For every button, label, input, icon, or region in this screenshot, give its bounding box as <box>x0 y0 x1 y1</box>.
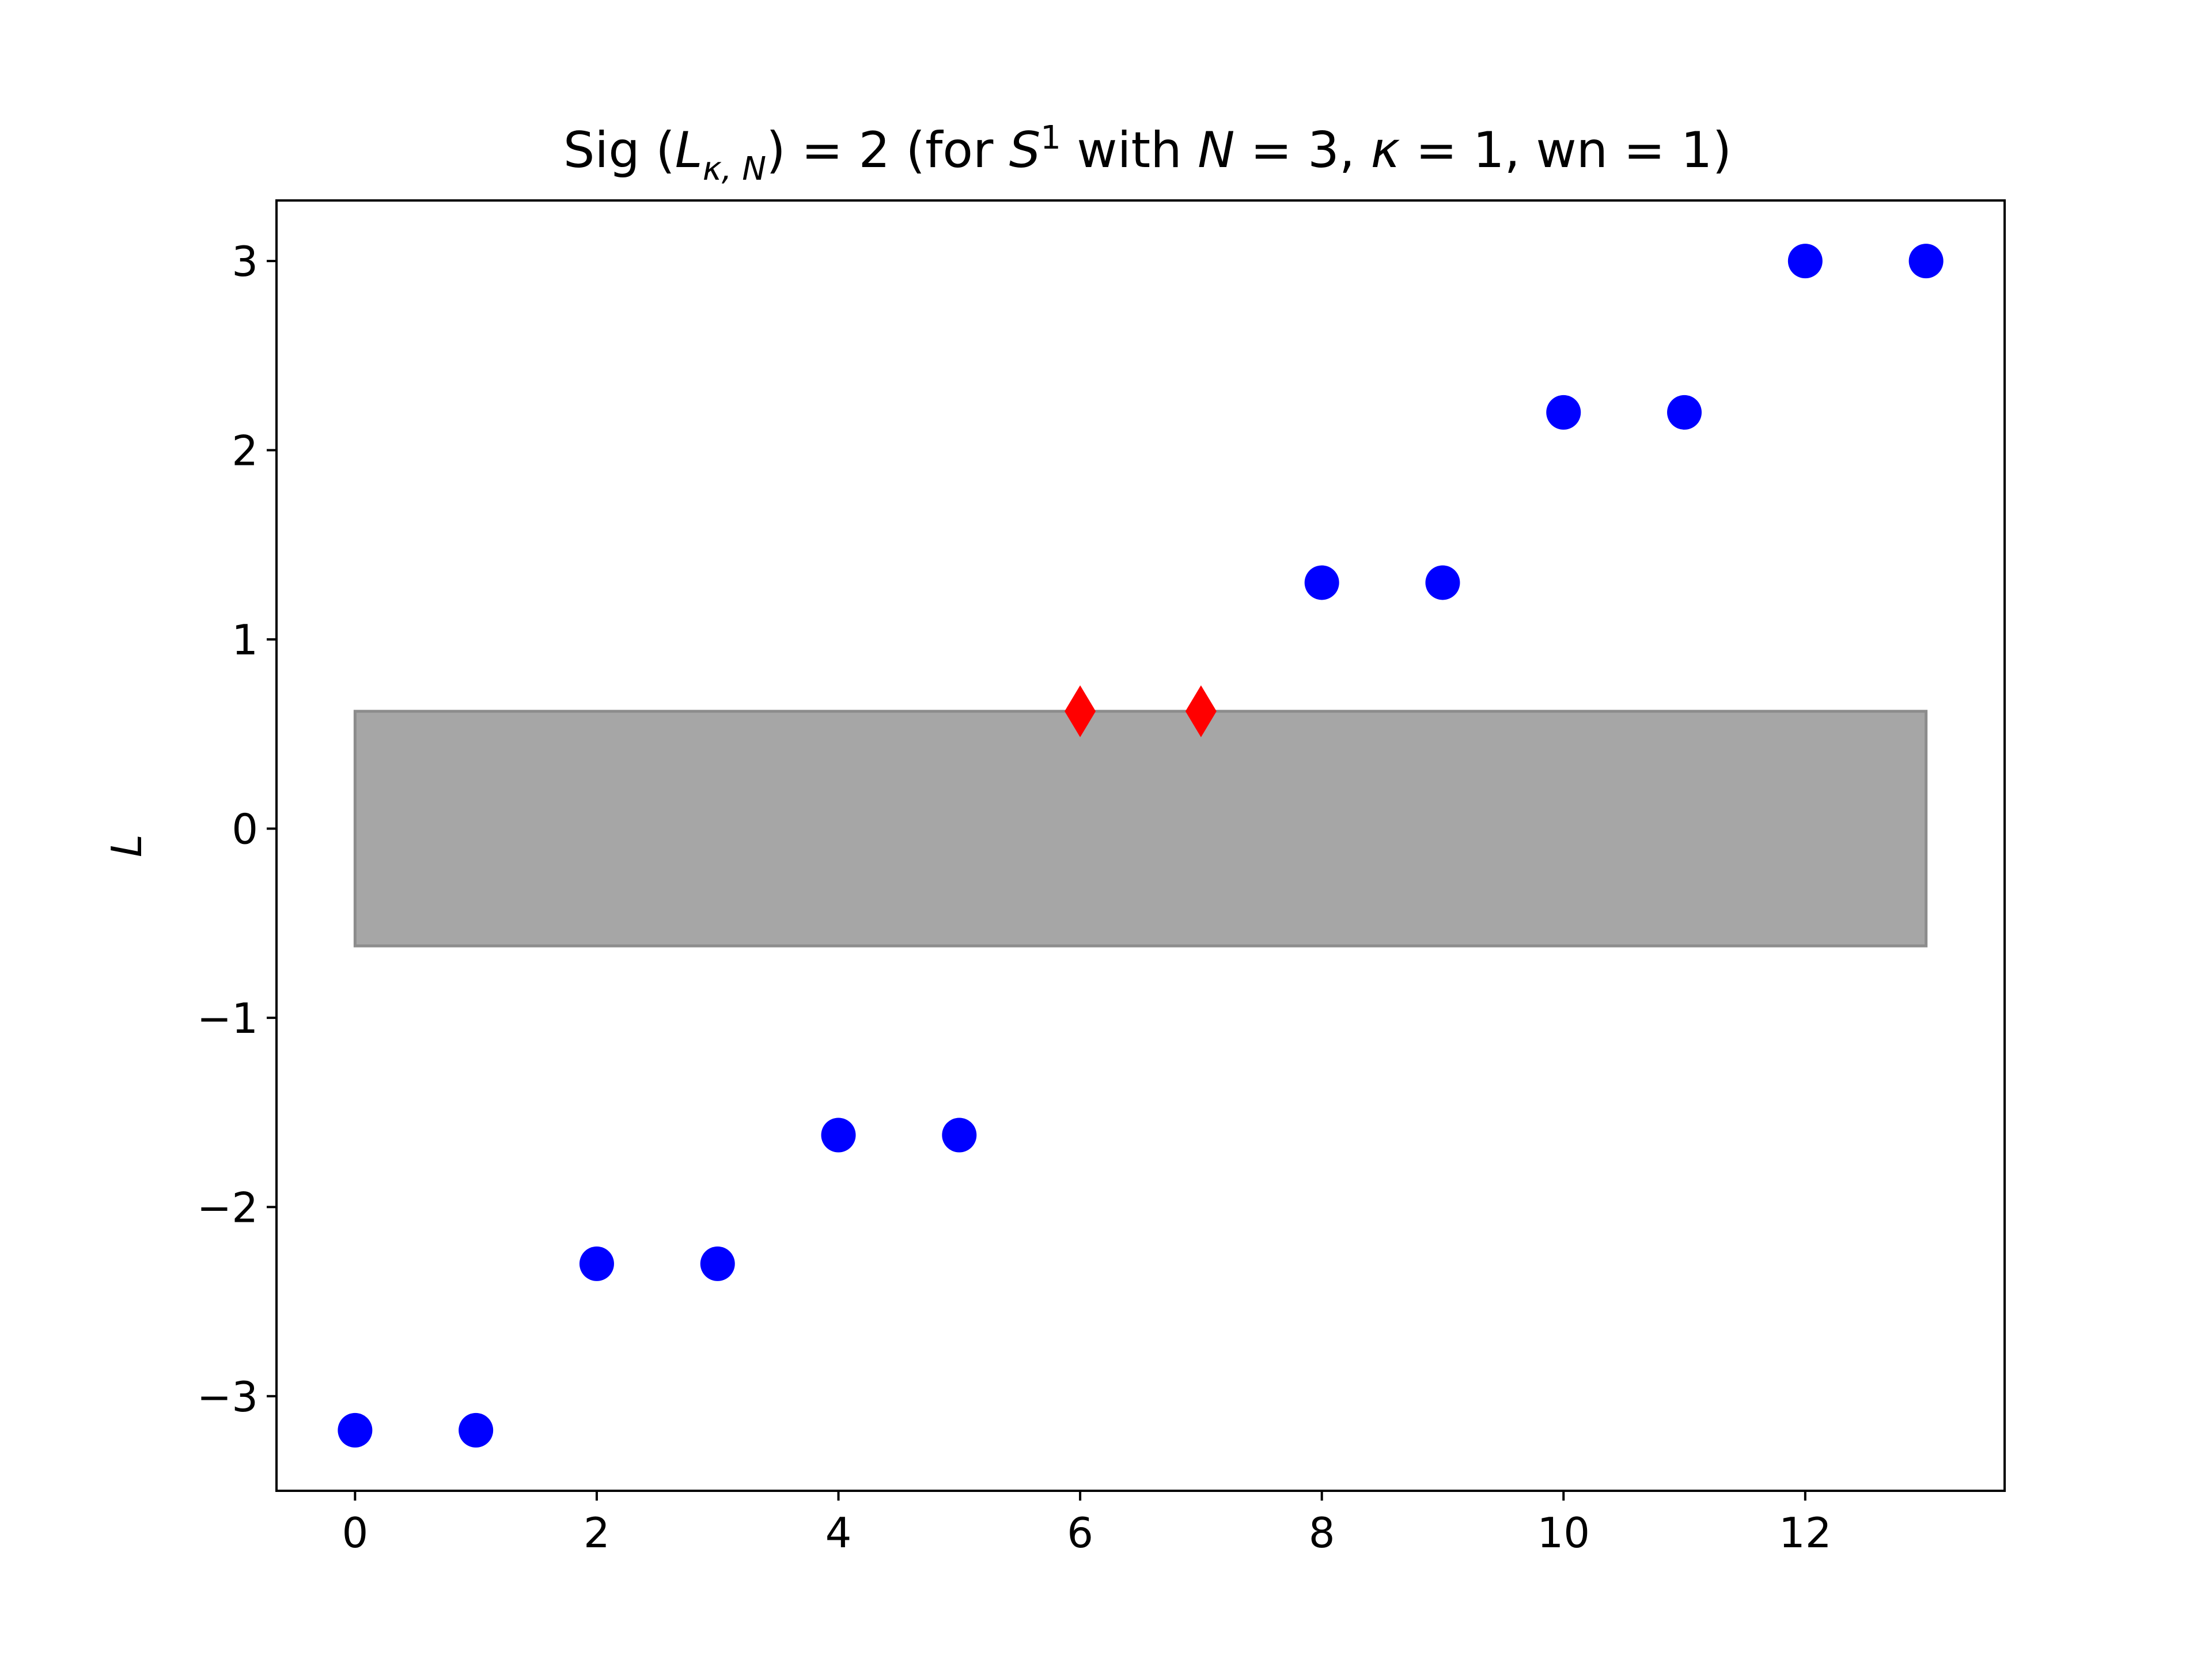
x-tick-label: 12 <box>1779 1509 1832 1557</box>
y-tick-label: 1 <box>232 616 258 664</box>
data-point <box>579 1246 614 1281</box>
axes-frame <box>275 199 2006 1492</box>
shaded-band-layer <box>353 710 1928 948</box>
chart-title: Sig (Lκ, N) = 2 (for S1 with N = 3, κ = … <box>563 119 1732 188</box>
title-with: with <box>1061 122 1198 179</box>
markers-layer <box>338 244 1944 1448</box>
data-point <box>1425 565 1460 600</box>
y-tick-label: −3 <box>197 1373 258 1421</box>
y-axis-label: L <box>103 834 151 857</box>
data-point <box>459 1412 494 1448</box>
title-kappa-value: = 1, wn = 1) <box>1400 122 1732 179</box>
data-point <box>1546 395 1581 430</box>
x-tick-label: 2 <box>584 1509 610 1557</box>
title-L: L <box>675 122 703 179</box>
data-point <box>338 1412 373 1448</box>
x-tick-label: 0 <box>342 1509 368 1557</box>
data-point <box>1304 565 1339 600</box>
x-tick-label: 8 <box>1309 1509 1335 1557</box>
y-tick-label: −1 <box>197 994 258 1043</box>
title-N: N <box>1198 122 1234 179</box>
data-point <box>1787 244 1823 279</box>
x-tick-label: 10 <box>1537 1509 1590 1557</box>
x-ticks: 0 2 4 6 8 10 12 <box>342 1491 1832 1557</box>
diamond-point <box>1185 685 1217 737</box>
title-S: S <box>1009 122 1041 179</box>
x-tick-label: 6 <box>1067 1509 1093 1557</box>
title-kappa: κ <box>1371 122 1400 179</box>
data-point <box>1908 244 1944 279</box>
title-N-value: = 3, <box>1234 122 1370 179</box>
data-point <box>821 1118 856 1153</box>
x-tick-label: 4 <box>825 1509 852 1557</box>
title-prefix: Sig ( <box>563 122 675 179</box>
diamond-point <box>1065 685 1096 737</box>
data-point <box>1667 395 1702 430</box>
title-L-subscript: κ, N <box>703 150 767 188</box>
shaded-band <box>353 710 1928 948</box>
y-tick-label: −2 <box>197 1183 258 1232</box>
data-point <box>700 1246 735 1281</box>
y-tick-label: 2 <box>232 427 258 475</box>
y-tick-label: 0 <box>232 805 258 853</box>
data-point <box>942 1118 977 1153</box>
y-tick-label: 3 <box>232 237 258 286</box>
title-S-superscript: 1 <box>1040 119 1061 157</box>
title-after-L: ) = 2 (for <box>766 122 1009 179</box>
y-ticks: −3 −2 −1 0 1 2 3 <box>197 237 276 1421</box>
